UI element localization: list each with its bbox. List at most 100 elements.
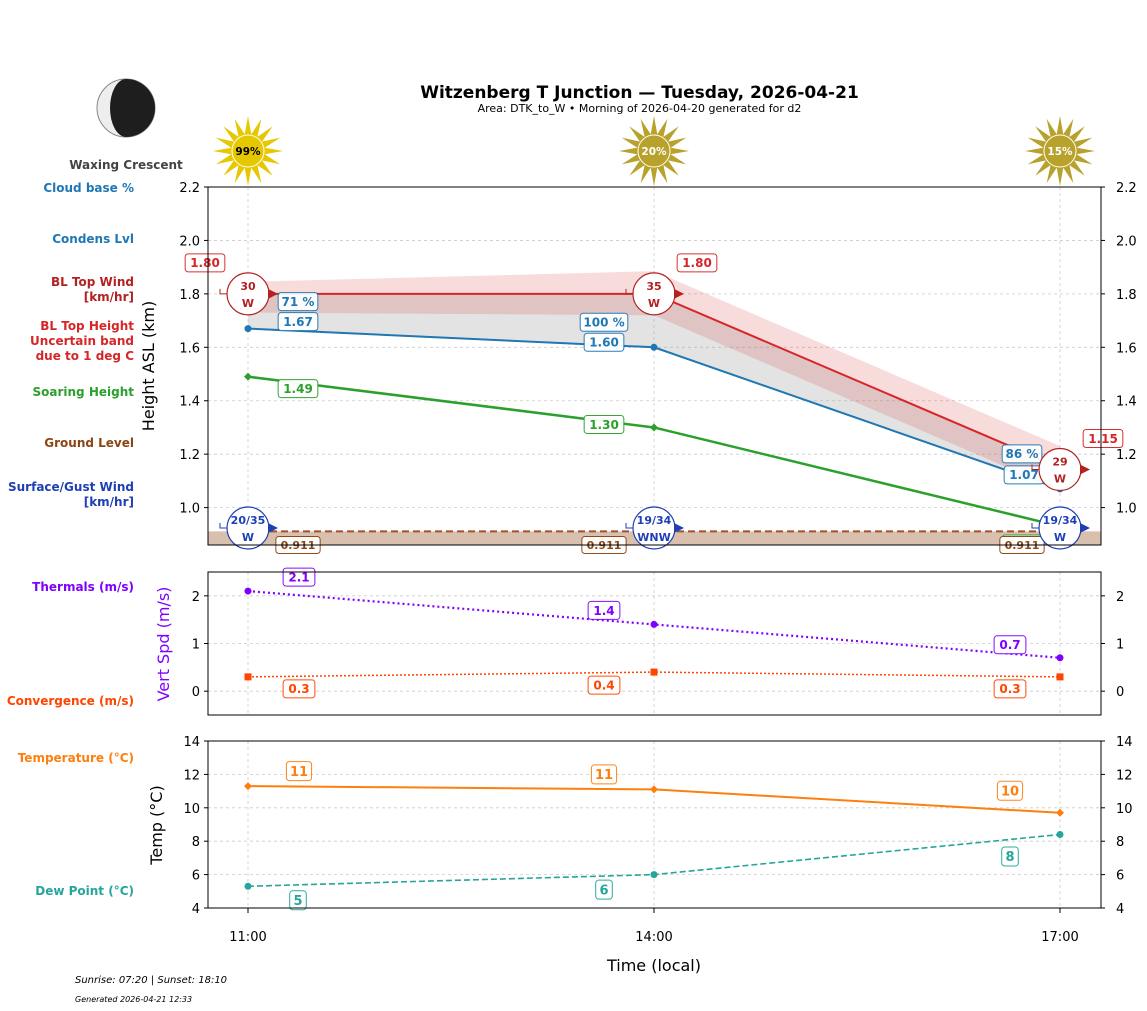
y-tick-label: 8	[192, 835, 200, 850]
label-soaring: Soaring Height	[32, 385, 135, 399]
thermals-point	[1056, 654, 1064, 662]
y-tick-label-right: 2	[1116, 590, 1124, 605]
thermals-point	[650, 620, 658, 628]
bl-wind-arrow-icon	[1080, 464, 1090, 475]
label-surface-wind: Surface/Gust Wind [km/hr]	[8, 480, 134, 509]
dew-point-label-box	[1001, 846, 1019, 867]
label-bl-top-height: BL Top Height Uncertain band due to 1 de…	[30, 319, 134, 363]
thermals-line	[247, 589, 1061, 659]
y-tick-label-right: 1.6	[1116, 341, 1137, 356]
sun-disc	[231, 134, 265, 168]
dew-point-point	[244, 882, 252, 890]
bl-wind-direction: W	[1054, 473, 1066, 486]
bl-wind-barb-icon	[625, 288, 634, 295]
surface-wind-speed: 20/35	[231, 514, 266, 527]
y-tick-label: 10	[183, 802, 200, 817]
bl-top-label: 1.80	[682, 256, 712, 270]
y-tick-label-right: 12	[1116, 768, 1133, 783]
condens-label: 1.07	[1009, 468, 1039, 482]
sun-disc	[1043, 134, 1077, 168]
dew-point-label-box	[289, 890, 307, 911]
soaring-point	[650, 423, 658, 432]
dew-point-line	[247, 833, 1061, 888]
dew-point-point	[1056, 831, 1064, 839]
bl-wind-direction: W	[242, 297, 254, 310]
cloud-percent-label-box	[1001, 444, 1043, 464]
y-tick-label: 1.8	[179, 288, 200, 303]
moon-shadow	[110, 79, 155, 137]
temperature-label: 11	[595, 768, 613, 783]
condens-point	[244, 325, 252, 333]
surface-wind-barb-icon	[625, 523, 634, 529]
y-tick-label: 14	[183, 735, 200, 750]
y-tick-label: 0	[192, 685, 200, 700]
y-tick-label-right: 1.0	[1116, 502, 1137, 517]
chart-subtitle: Area: DTK_to_W • Morning of 2026-04-20 g…	[477, 102, 802, 115]
y-tick-label-right: 0	[1116, 685, 1124, 700]
x-tick-label: 17:00	[1041, 930, 1078, 945]
temperature-label-box	[590, 764, 618, 785]
surface-wind-arrow-icon	[1080, 523, 1090, 533]
y-tick-label-right: 4	[1116, 902, 1124, 917]
y-tick-label-right: 1.4	[1116, 395, 1137, 410]
y-tick-label: 6	[192, 869, 200, 884]
y-axis-label-vert-speed: Vert Spd (m/s)	[154, 587, 173, 702]
dew-point-label-box	[595, 879, 613, 900]
soaring-label-box	[583, 414, 625, 434]
label-thermals: Thermals (m/s)	[32, 580, 134, 594]
temperature-label-box	[996, 780, 1024, 801]
cloud-percent-label: 100 %	[583, 316, 624, 330]
temperature-label: 11	[290, 765, 308, 780]
convergence-point	[244, 673, 252, 681]
y-tick-label: 1.0	[179, 502, 200, 517]
sun-disc	[637, 134, 671, 168]
y-tick-label-right: 8	[1116, 835, 1124, 850]
label-cloud-base: Cloud base %	[43, 181, 134, 195]
thermals-label: 2.1	[288, 570, 309, 584]
bl-wind-direction: W	[648, 297, 660, 310]
y-tick-label: 12	[183, 768, 200, 783]
y-tick-label: 2.0	[179, 234, 200, 249]
temperature-label-box	[285, 761, 313, 782]
y-tick-label: 2	[192, 590, 200, 605]
surface-wind-direction: W	[242, 531, 254, 544]
y-tick-label: 1.4	[179, 395, 200, 410]
soaring-label: 1.49	[283, 382, 313, 396]
y-tick-label-right: 6	[1116, 869, 1124, 884]
label-condens: Condens Lvl	[52, 232, 134, 246]
convergence-line	[247, 671, 1061, 678]
cloud-percent-label: 86 %	[1006, 447, 1039, 461]
condens-label: 1.67	[283, 315, 313, 329]
sun-times: Sunrise: 07:20 | Sunset: 18:10	[75, 975, 228, 986]
sun-percent: 15%	[1047, 146, 1073, 158]
condens-label-box	[277, 312, 319, 332]
panel-frame	[207, 740, 1102, 909]
y-axis-label-height: Height ASL (km)	[139, 301, 158, 431]
label-temperature: Temperature (°C)	[17, 751, 134, 765]
thermals-point	[244, 587, 252, 595]
condens-label-box	[583, 332, 625, 352]
thermals-label: 0.7	[999, 638, 1020, 652]
y-tick-label-right: 1.8	[1116, 288, 1137, 303]
surface-wind-arrow-icon	[674, 523, 684, 533]
temperature-label: 10	[1001, 784, 1019, 799]
y-axis-label-temp: Temp (°C)	[147, 785, 166, 865]
y-tick-label: 4	[192, 902, 200, 917]
surface-wind-speed: 19/34	[1043, 514, 1078, 527]
y-tick-label-right: 10	[1116, 802, 1133, 817]
bl-wind-speed: 29	[1052, 456, 1067, 469]
label-dew-point: Dew Point (°C)	[35, 884, 134, 898]
y-tick-label: 2.2	[179, 181, 200, 196]
bl-wind-arrow-icon	[268, 288, 278, 299]
cloud-percent-label: 71 %	[282, 295, 315, 309]
bl-top-label: 1.80	[190, 256, 220, 270]
temperature-point	[1056, 808, 1064, 817]
y-tick-label: 1.6	[179, 341, 200, 356]
x-tick-label: 14:00	[635, 930, 672, 945]
dew-point-label: 5	[293, 894, 302, 909]
convergence-label-box	[587, 675, 621, 695]
x-tick-label: 11:00	[229, 930, 266, 945]
cloud-percent-label-box	[579, 312, 629, 332]
bl-wind-speed: 35	[646, 280, 661, 293]
temperature-point	[244, 782, 252, 791]
